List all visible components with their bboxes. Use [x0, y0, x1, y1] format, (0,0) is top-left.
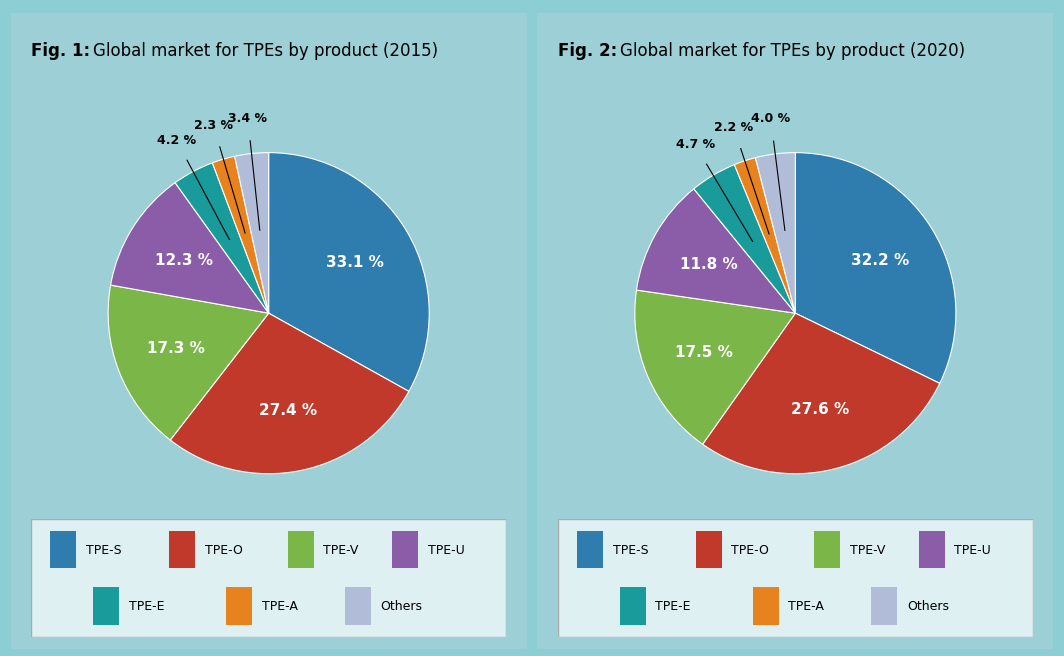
Text: 27.4 %: 27.4 % [260, 403, 317, 419]
FancyBboxPatch shape [814, 531, 841, 569]
FancyBboxPatch shape [50, 531, 77, 569]
Text: TPE-E: TPE-E [129, 600, 164, 613]
Text: 2.3 %: 2.3 % [194, 119, 233, 132]
Text: Global market for TPEs by product (2015): Global market for TPEs by product (2015) [94, 42, 438, 60]
Wedge shape [235, 153, 268, 313]
Text: TPE-S: TPE-S [86, 544, 121, 558]
Text: TPE-A: TPE-A [262, 600, 298, 613]
Text: 11.8 %: 11.8 % [680, 256, 737, 272]
Text: 3.4 %: 3.4 % [229, 112, 267, 125]
FancyBboxPatch shape [31, 519, 506, 637]
FancyBboxPatch shape [9, 10, 529, 653]
FancyBboxPatch shape [696, 531, 721, 569]
FancyBboxPatch shape [558, 519, 1033, 637]
Wedge shape [755, 153, 796, 313]
Wedge shape [268, 153, 429, 392]
FancyBboxPatch shape [619, 587, 646, 625]
Text: 32.2 %: 32.2 % [850, 253, 909, 268]
Text: TPE-U: TPE-U [954, 544, 992, 558]
Text: 4.7 %: 4.7 % [676, 138, 715, 152]
Wedge shape [702, 313, 940, 474]
Text: 12.3 %: 12.3 % [155, 253, 214, 268]
Text: TPE-O: TPE-O [731, 544, 769, 558]
Wedge shape [170, 313, 409, 474]
Text: TPE-S: TPE-S [613, 544, 648, 558]
Wedge shape [636, 189, 795, 313]
Wedge shape [213, 156, 268, 313]
Text: TPE-U: TPE-U [428, 544, 465, 558]
Wedge shape [111, 182, 268, 313]
Wedge shape [734, 157, 795, 313]
Wedge shape [109, 285, 268, 440]
FancyBboxPatch shape [919, 531, 945, 569]
FancyBboxPatch shape [93, 587, 119, 625]
Text: Others: Others [907, 600, 949, 613]
FancyBboxPatch shape [393, 531, 418, 569]
Text: 17.3 %: 17.3 % [147, 341, 204, 356]
Text: Fig. 2:: Fig. 2: [558, 42, 617, 60]
Text: Global market for TPEs by product (2020): Global market for TPEs by product (2020) [620, 42, 965, 60]
Text: Fig. 1:: Fig. 1: [31, 42, 90, 60]
FancyBboxPatch shape [287, 531, 314, 569]
Text: 4.2 %: 4.2 % [156, 134, 196, 147]
FancyBboxPatch shape [345, 587, 370, 625]
Wedge shape [694, 165, 795, 313]
Text: TPE-E: TPE-E [655, 600, 691, 613]
Text: 2.2 %: 2.2 % [714, 121, 753, 134]
Wedge shape [635, 290, 795, 444]
FancyBboxPatch shape [871, 587, 897, 625]
Wedge shape [795, 153, 955, 383]
Text: 4.0 %: 4.0 % [751, 112, 791, 125]
Text: Others: Others [380, 600, 422, 613]
FancyBboxPatch shape [577, 531, 603, 569]
Text: 27.6 %: 27.6 % [791, 402, 849, 417]
FancyBboxPatch shape [226, 587, 252, 625]
Text: TPE-O: TPE-O [204, 544, 243, 558]
FancyBboxPatch shape [752, 587, 779, 625]
FancyBboxPatch shape [535, 10, 1055, 653]
Text: 17.5 %: 17.5 % [675, 345, 733, 360]
Text: TPE-V: TPE-V [323, 544, 359, 558]
Wedge shape [176, 163, 268, 313]
Text: 33.1 %: 33.1 % [326, 255, 383, 270]
Text: TPE-V: TPE-V [850, 544, 885, 558]
FancyBboxPatch shape [169, 531, 195, 569]
Text: TPE-A: TPE-A [788, 600, 825, 613]
